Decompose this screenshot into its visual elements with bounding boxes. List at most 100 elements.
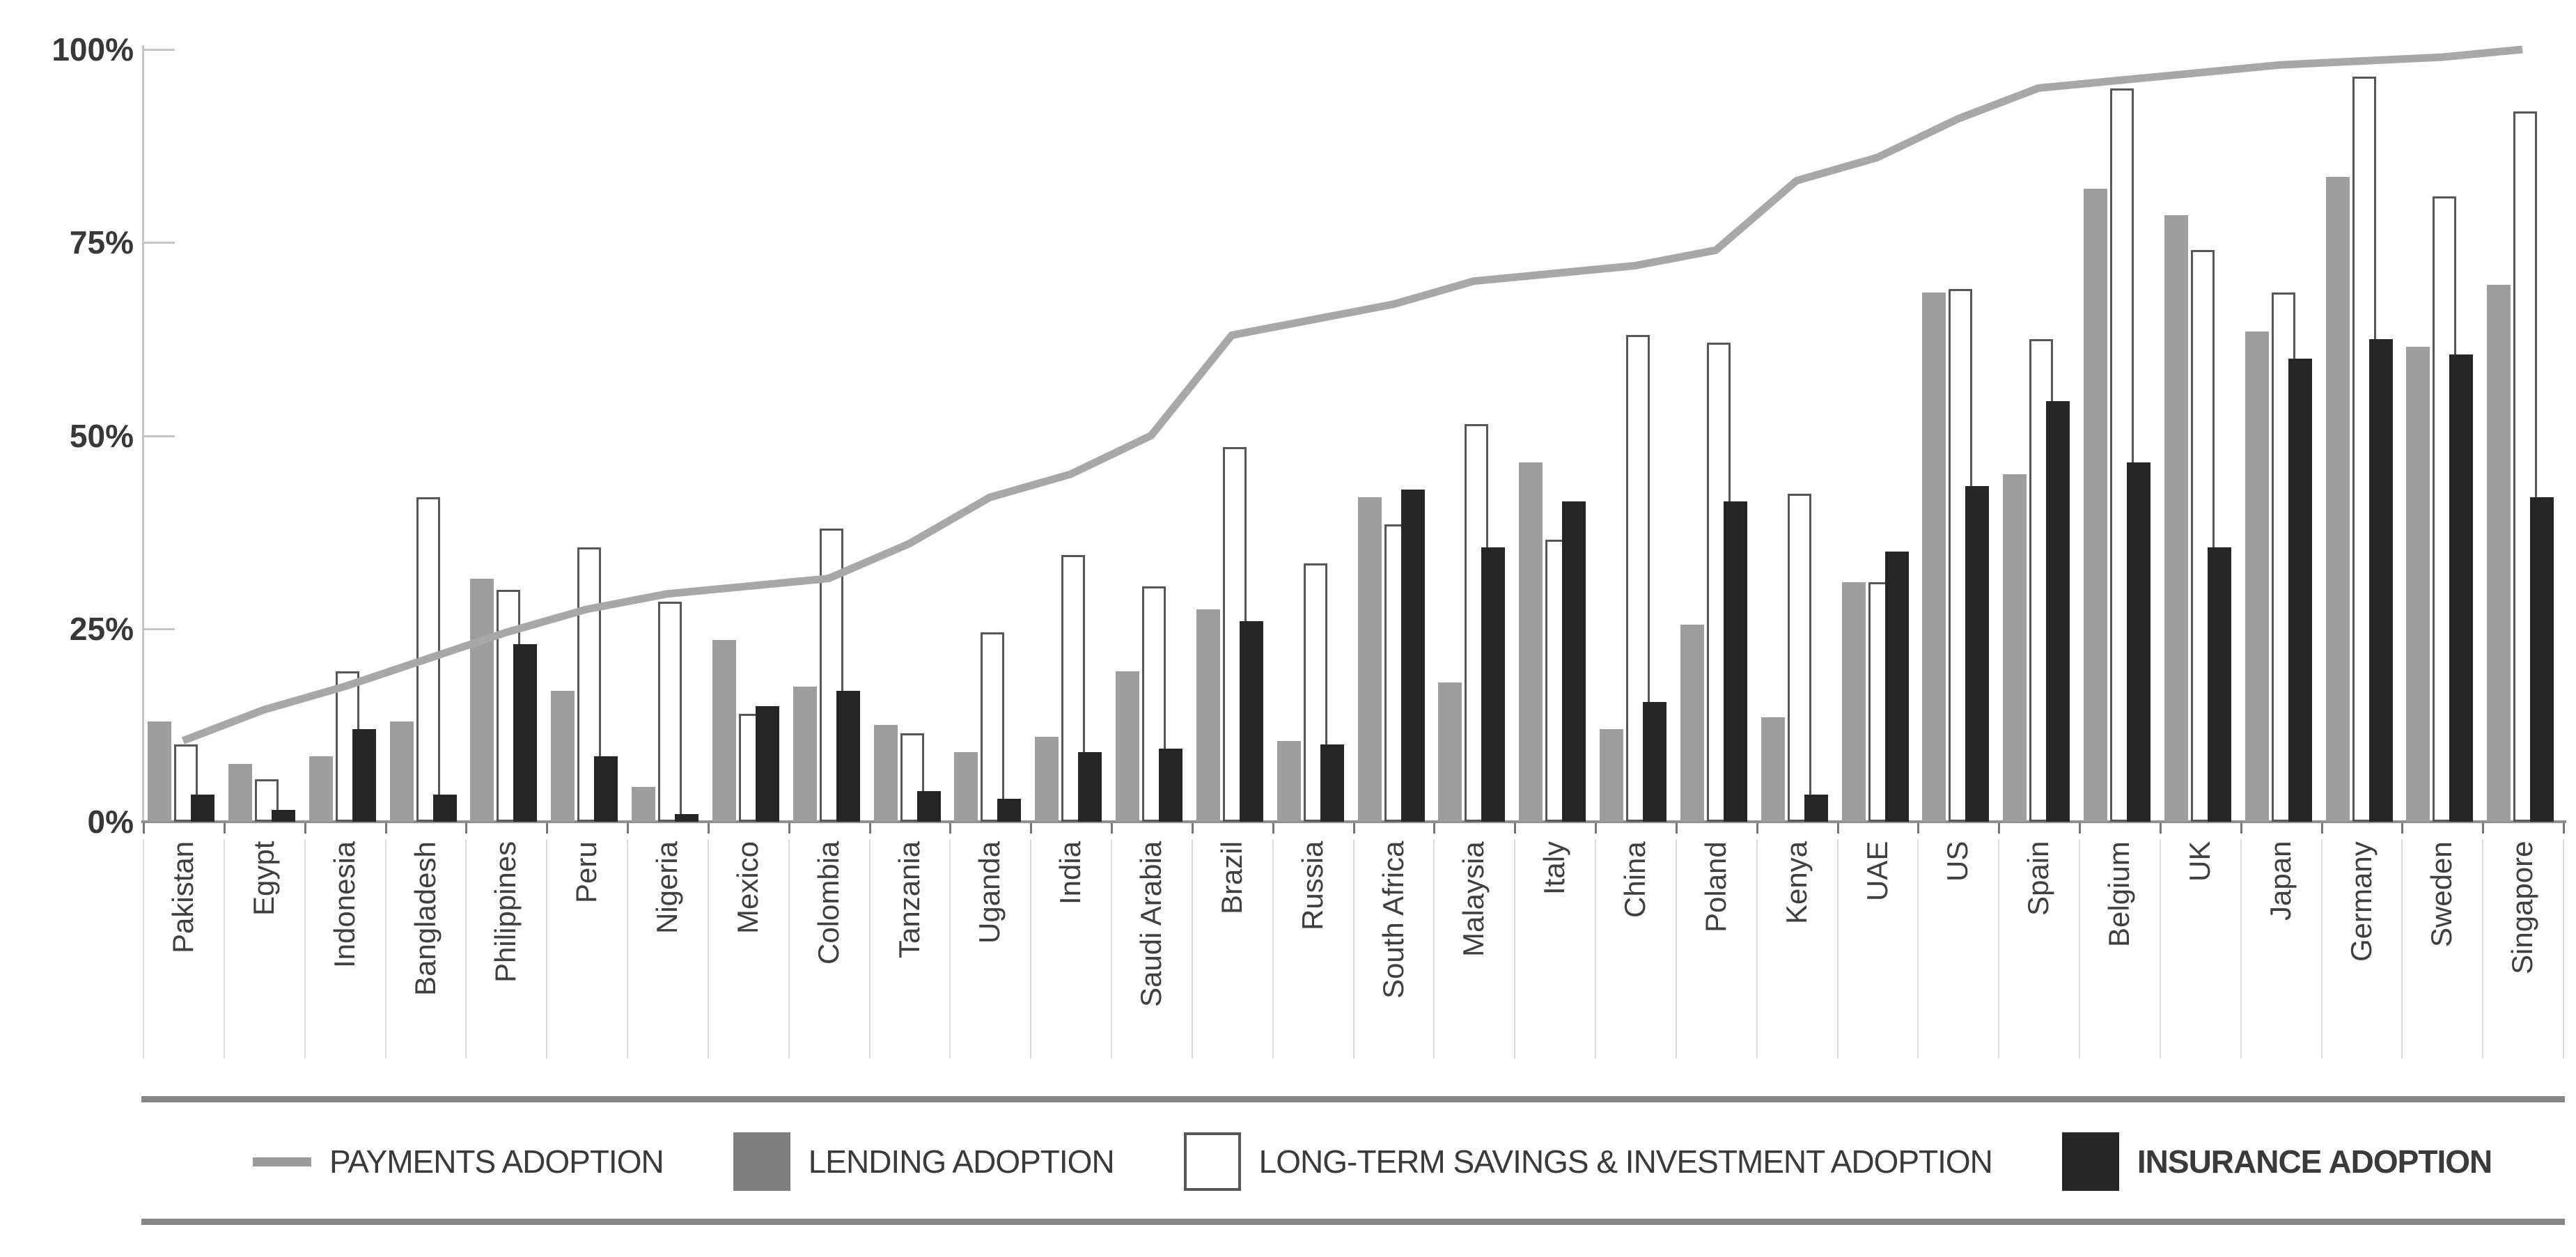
country-label: Kenya: [1779, 841, 1813, 925]
bar-insurance: [352, 728, 376, 822]
label-column-separator: [1836, 839, 1839, 1059]
label-column-separator: [1595, 839, 1596, 1059]
label-column-separator: [949, 839, 951, 1059]
bar-swatch-icon: [733, 1132, 790, 1191]
label-column-separator: [2482, 839, 2484, 1059]
label-column-separator: [1352, 839, 1355, 1059]
country-label: Saudi Arabia: [1134, 841, 1167, 1008]
bar-insurance: [191, 795, 214, 822]
bar-lending: [1438, 682, 1462, 822]
y-axis-line: [142, 45, 144, 823]
y-axis-tick: [143, 627, 175, 630]
bar-insurance: [1562, 501, 1586, 822]
bar-lending: [2003, 474, 2027, 822]
x-axis-boundary-tick: [2401, 823, 2404, 834]
label-column-separator: [384, 839, 387, 1059]
bar-lending: [2245, 331, 2269, 822]
x-axis-boundary-tick: [2563, 823, 2565, 834]
bar-insurance: [1239, 620, 1263, 822]
x-axis-boundary-tick: [1272, 823, 1274, 834]
country-label: Belgium: [2102, 841, 2135, 947]
x-axis-boundary-tick: [2079, 823, 2081, 834]
label-column-separator: [868, 839, 871, 1059]
label-column-separator: [707, 839, 709, 1059]
bar-lending: [551, 690, 575, 822]
bar-insurance: [1481, 547, 1506, 822]
bar-lending: [2406, 347, 2430, 822]
y-axis-tick: [143, 242, 175, 244]
country-label: US: [1941, 841, 1974, 882]
x-axis-boundary-tick: [304, 823, 306, 834]
country-label: Japan: [2263, 841, 2297, 921]
bar-insurance: [1078, 752, 1102, 822]
bar-lending: [1035, 737, 1059, 822]
x-axis-boundary-tick: [1595, 823, 1597, 834]
x-axis-boundary-tick: [2320, 823, 2323, 834]
x-axis-boundary-tick: [868, 823, 871, 834]
bar-insurance: [1400, 490, 1425, 822]
x-axis-boundary-tick: [2159, 823, 2162, 834]
x-axis-boundary-tick: [949, 823, 952, 834]
country-label: Spain: [2022, 841, 2055, 916]
bar-insurance: [755, 705, 779, 822]
x-axis-boundary-tick: [1352, 823, 1355, 834]
y-axis-tick-label: 50%: [69, 417, 134, 454]
x-axis-boundary-tick: [1191, 823, 1194, 834]
bar-insurance: [1884, 551, 1909, 822]
bar-long-term: [981, 632, 1005, 822]
country-label: South Africa: [1376, 841, 1410, 999]
bar-lending: [2325, 177, 2350, 822]
bar-insurance: [594, 756, 618, 822]
country-label: Colombia: [811, 841, 845, 965]
country-label: Bangladesh: [408, 841, 442, 996]
bar-insurance: [836, 690, 860, 822]
label-column-separator: [1030, 839, 1032, 1059]
x-axis-boundary-tick: [788, 823, 790, 834]
bar-lending: [954, 752, 978, 822]
bar-insurance: [2288, 358, 2312, 822]
bar-lending: [389, 721, 414, 822]
label-column-separator: [304, 839, 306, 1059]
bar-lending: [1922, 292, 1946, 822]
country-label: Russia: [1295, 841, 1329, 931]
bar-insurance: [2368, 338, 2393, 822]
bar-lending: [1600, 728, 1623, 822]
legend-top-rule: [141, 1096, 2565, 1102]
label-column-separator: [1998, 839, 2000, 1059]
label-column-separator: [465, 839, 467, 1059]
bar-lending: [1116, 671, 1139, 822]
bar-lending: [309, 756, 333, 822]
label-column-separator: [1433, 839, 1435, 1059]
country-label: Brazil: [1215, 841, 1248, 915]
bar-swatch-icon: [2061, 1132, 2119, 1191]
chart-legend: PAYMENTS ADOPTION LENDING ADOPTION LONG-TE…: [143, 1113, 2566, 1210]
label-column-separator: [1514, 839, 1516, 1059]
legend-item: INSURANCE ADOPTION: [2061, 1132, 2492, 1191]
bar-insurance: [2449, 354, 2474, 822]
legend-item: LENDING ADOPTION: [733, 1132, 1115, 1191]
label-column-separator: [2320, 839, 2323, 1059]
x-axis-boundary-tick: [1030, 823, 1033, 834]
country-label: Tanzania: [892, 841, 926, 959]
bar-insurance: [916, 790, 941, 822]
label-column-separator: [1675, 839, 1677, 1059]
country-label: Pakistan: [166, 841, 199, 954]
country-label: UK: [2183, 841, 2216, 882]
x-axis-boundary-tick: [627, 823, 629, 834]
country-label: Germany: [2344, 841, 2378, 962]
legend-item-label: PAYMENTS ADOPTION: [329, 1143, 664, 1180]
bar-lending: [1761, 717, 1785, 822]
label-column-separator: [2240, 839, 2242, 1059]
bar-insurance: [1159, 748, 1182, 822]
label-column-separator: [546, 839, 548, 1059]
country-label: Indonesia: [327, 841, 361, 969]
legend-item-label: INSURANCE ADOPTION: [2137, 1143, 2492, 1180]
label-column-separator: [1917, 839, 1919, 1059]
y-axis-tick: [143, 435, 175, 437]
bar-insurance: [1320, 744, 1344, 822]
bar-lending: [1841, 582, 1866, 822]
bar-insurance: [2046, 400, 2070, 822]
label-column-separator: [2079, 839, 2080, 1059]
bar-lending: [1519, 462, 1543, 822]
